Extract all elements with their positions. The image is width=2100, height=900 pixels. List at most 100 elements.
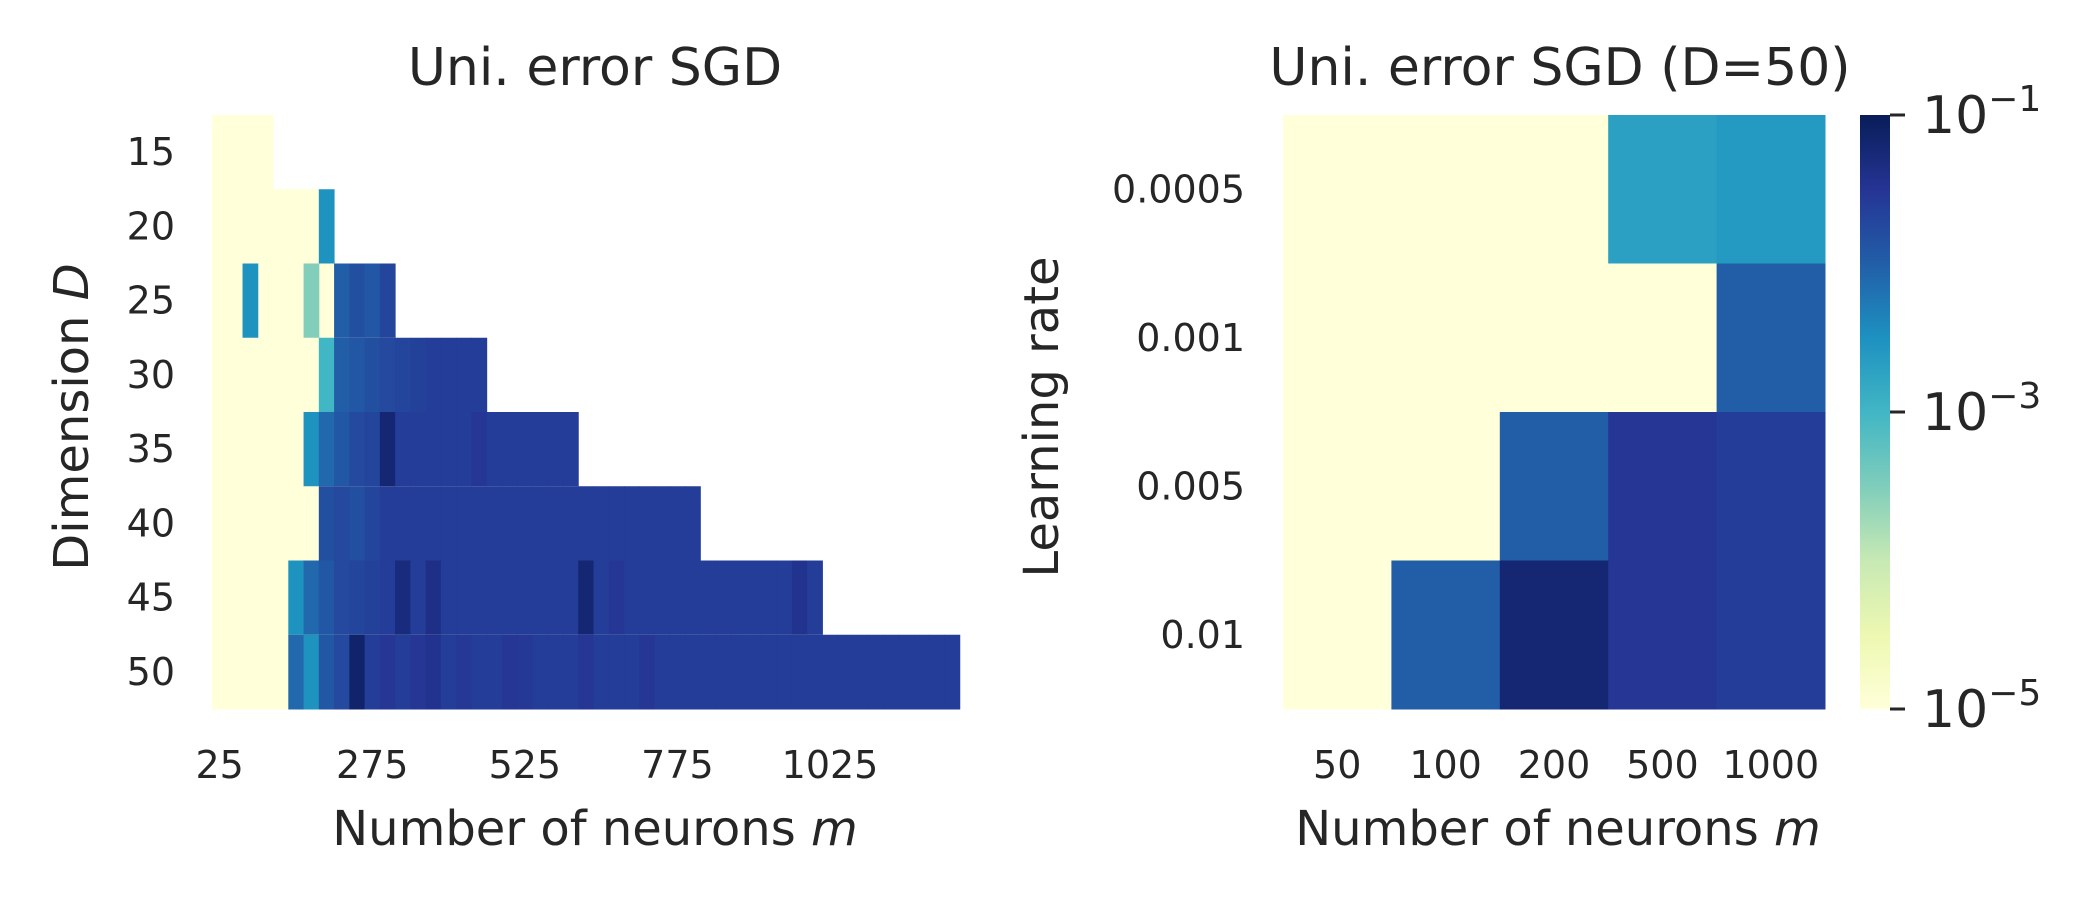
heatmap-cell [1716, 115, 1826, 264]
heatmap-cell [379, 337, 396, 413]
heatmap-cell [334, 412, 350, 487]
heatmap-cell [608, 634, 625, 710]
heatmap-cell [486, 560, 503, 636]
heatmap-cell [440, 486, 457, 561]
heatmap-cell [1716, 560, 1826, 710]
heatmap-cell [501, 634, 518, 710]
y-tick-label: 0.0005 [1112, 167, 1245, 211]
heatmap-cell [685, 560, 701, 636]
heatmap-cell [364, 337, 381, 413]
heatmap-cell [685, 634, 701, 710]
heatmap-cell [318, 189, 335, 264]
heatmap-cell [440, 560, 457, 636]
heatmap-cell [440, 412, 457, 487]
heatmap-cell [593, 560, 610, 636]
x-tick-label: 525 [489, 743, 562, 787]
heatmap-cell [395, 634, 411, 710]
heatmap-cell [746, 634, 762, 710]
heatmap-cell [456, 486, 472, 561]
left-chart-title: Uni. error SGD [408, 38, 782, 98]
heatmap-cell [593, 634, 610, 710]
heatmap-cell [898, 634, 915, 710]
heatmap-cell [715, 634, 732, 710]
heatmap-cell [1608, 263, 1718, 413]
heatmap-cell [639, 634, 656, 710]
x-tick-label: 275 [336, 743, 409, 787]
heatmap-cell [288, 634, 305, 710]
heatmap-cell [761, 560, 778, 636]
colorbar-tick-label: 10−5 [1922, 673, 2041, 740]
heatmap-cell [700, 634, 717, 710]
colorbar-ticks: 10−1 10−3 10−5 [1890, 79, 2041, 740]
heatmap-cell [303, 263, 320, 339]
heatmap-cell [1391, 560, 1501, 710]
heatmap-cell [242, 263, 259, 339]
heatmap-cell [624, 634, 640, 710]
heatmap-cell [807, 634, 823, 710]
heatmap-cell [807, 560, 823, 636]
heatmap-cell [395, 412, 411, 487]
heatmap-cell [547, 560, 564, 636]
heatmap-cell [349, 634, 366, 710]
right-heatmap-cells [1283, 115, 1826, 710]
colorbar: 10−1 10−3 10−5 [1860, 79, 2041, 740]
heatmap-cell [410, 412, 427, 487]
heatmap-cell [456, 560, 472, 636]
heatmap-cell [852, 634, 869, 710]
heatmap-cell [547, 486, 564, 561]
x-tick-label: 500 [1626, 743, 1699, 787]
x-tick-label: 50 [1313, 743, 1361, 787]
heatmap-cell [334, 263, 350, 339]
heatmap-cell [379, 486, 396, 561]
heatmap-cell [929, 634, 945, 710]
heatmap-cell [639, 560, 656, 636]
left-x-axis-label: Number of neurons m [332, 801, 857, 857]
heatmap-cell [1608, 560, 1718, 710]
heatmap-cell [517, 560, 533, 636]
left-y-ticks: 15 20 25 30 35 40 45 50 [127, 130, 175, 694]
heatmap-cell [318, 412, 335, 487]
heatmap-cell [334, 337, 350, 413]
heatmap-cell [501, 412, 518, 487]
x-tick-label: 1000 [1722, 743, 1819, 787]
heatmap-cell [562, 560, 579, 636]
heatmap-cell [517, 634, 533, 710]
heatmap-cell [669, 486, 686, 561]
x-tick-label: 100 [1409, 743, 1482, 787]
heatmap-cell [1283, 560, 1392, 710]
colorbar-tick-label: 10−3 [1922, 376, 2041, 443]
heatmap-cell [1716, 412, 1826, 561]
heatmap-cell [364, 634, 381, 710]
heatmap-cell [776, 560, 793, 636]
y-tick-label: 40 [127, 501, 175, 545]
x-tick-label: 200 [1518, 743, 1591, 787]
heatmap-cell [1499, 560, 1609, 710]
heatmap-cell [532, 560, 549, 636]
heatmap-cell [1608, 412, 1718, 561]
heatmap-cell [425, 634, 442, 710]
heatmap-cell [334, 560, 350, 636]
heatmap-cell [501, 560, 518, 636]
heatmap-cell [654, 634, 671, 710]
heatmap-cell [868, 634, 884, 710]
heatmap-cell [669, 560, 686, 636]
y-tick-label: 25 [127, 279, 175, 323]
heatmap-cell [349, 560, 366, 636]
y-tick-label: 0.005 [1136, 464, 1245, 508]
right-x-ticks: 50 100 200 500 1000 [1313, 743, 1819, 787]
heatmap-cell [486, 634, 503, 710]
heatmap-cell [715, 560, 732, 636]
heatmap-cell [318, 337, 335, 413]
heatmap-cell [379, 560, 396, 636]
heatmap-cell [486, 412, 503, 487]
heatmap-cell [700, 560, 717, 636]
y-tick-label: 50 [127, 650, 175, 694]
heatmap-cell [486, 486, 503, 561]
heatmap-cell [364, 263, 381, 339]
heatmap-cell [471, 412, 488, 487]
right-y-ticks: 0.0005 0.001 0.005 0.01 [1112, 167, 1245, 657]
heatmap-cell [288, 560, 305, 636]
heatmap-cell [318, 560, 335, 636]
heatmap-cell [410, 634, 427, 710]
